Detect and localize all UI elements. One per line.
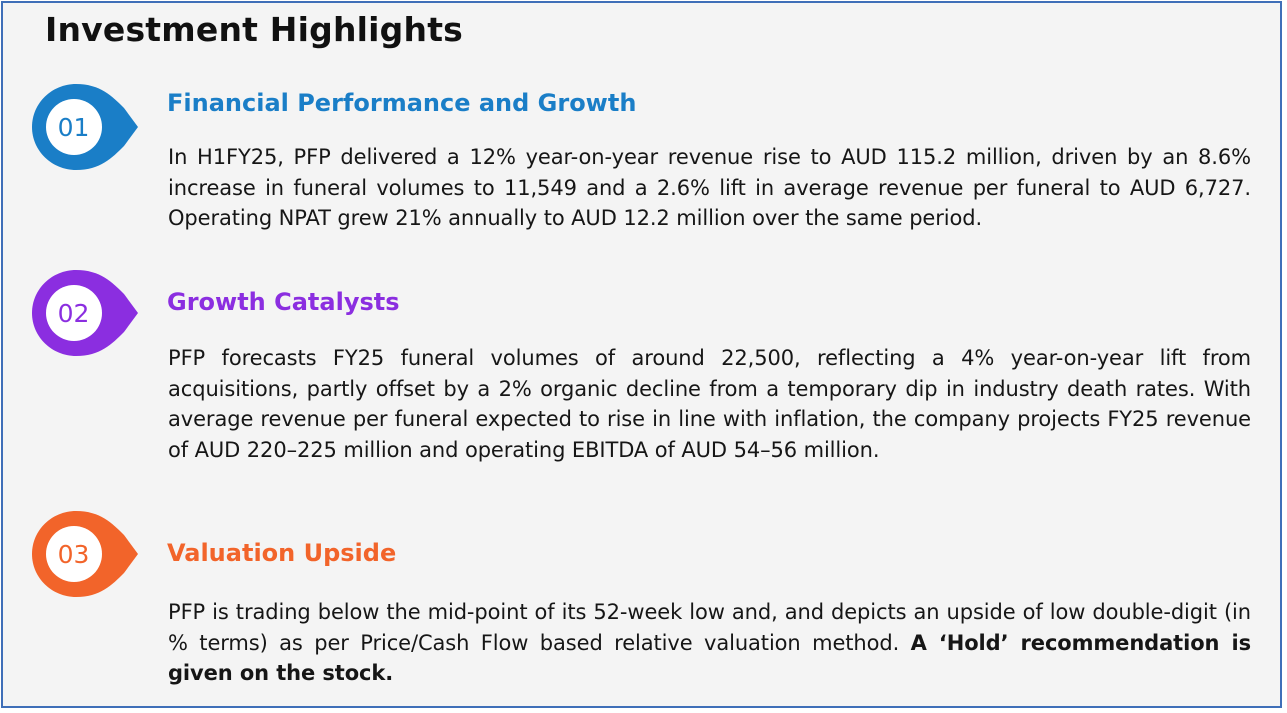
section-body: PFP is trading below the mid-point of it… (168, 597, 1251, 689)
badge-03: 03 (30, 509, 140, 601)
badge-01: 01 (30, 82, 140, 174)
section-heading: Valuation Upside (167, 539, 397, 567)
arrow-badge-icon (32, 511, 138, 597)
arrow-badge-icon (32, 84, 138, 170)
badge-02: 02 (30, 268, 140, 360)
arrow-badge-icon (32, 270, 138, 356)
section-body: In H1FY25, PFP delivered a 12% year-on-y… (168, 145, 1251, 230)
page-title: Investment Highlights (45, 10, 464, 49)
section-heading: Financial Performance and Growth (167, 89, 637, 117)
section-body: PFP forecasts FY25 funeral volumes of ar… (168, 346, 1251, 462)
section-number: 03 (57, 540, 90, 569)
section-number: 01 (57, 113, 90, 142)
section-body-text: PFP is trading below the mid-point of it… (168, 600, 1251, 655)
section-heading: Growth Catalysts (167, 288, 400, 316)
recommendation-text: A ‘Hold’ recommendation is given on the … (168, 630, 1251, 686)
section-number: 02 (57, 299, 90, 328)
